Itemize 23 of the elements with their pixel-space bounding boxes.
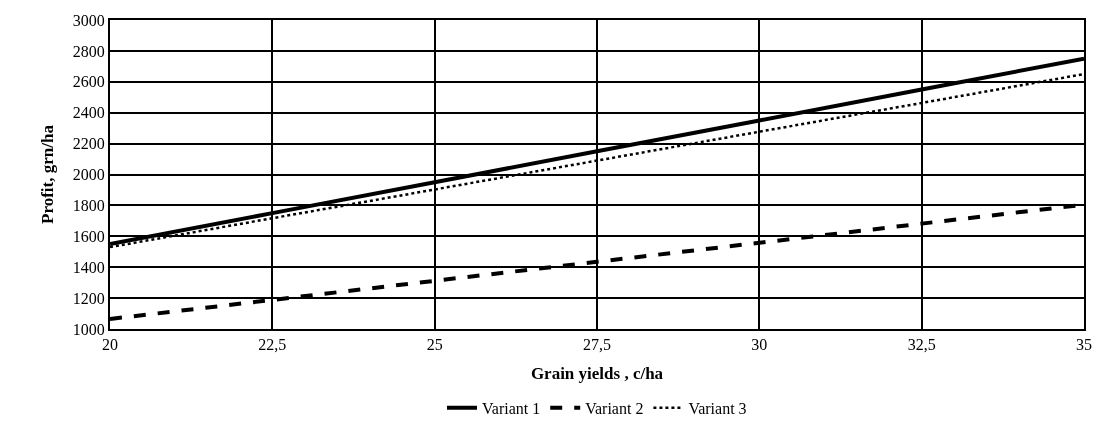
y-tick-label: 2000 (72, 166, 105, 184)
x-tick-label: 25 (426, 336, 443, 354)
y-tick-label: 1400 (72, 258, 105, 276)
y-tick-label: 2600 (72, 73, 105, 91)
y-tick-label: 1000 (72, 320, 105, 338)
legend-label: Variant 1 (482, 399, 541, 417)
x-tick-label: 20 (102, 336, 118, 354)
y-tick-label: 1600 (72, 227, 105, 245)
y-tick-label: 3000 (72, 11, 105, 29)
x-tick-label: 32,5 (907, 336, 936, 354)
legend-label: Variant 2 (585, 399, 644, 417)
y-tick-label: 2800 (72, 42, 105, 60)
x-tick-label: 30 (751, 336, 768, 354)
y-axis-title: Profit, grn/ha (37, 124, 57, 224)
x-axis-title: Grain yields , c/ha (530, 364, 664, 384)
x-tick-label: 27,5 (583, 336, 611, 354)
legend-label: Variant 3 (688, 399, 747, 417)
y-tick-label: 1800 (72, 197, 105, 214)
x-tick-label: 35 (1076, 336, 1092, 354)
x-tick-label: 22,5 (258, 336, 287, 354)
y-tick-label: 2200 (72, 135, 105, 153)
y-tick-label: 2400 (72, 104, 105, 122)
y-tick-label: 1200 (72, 289, 105, 307)
